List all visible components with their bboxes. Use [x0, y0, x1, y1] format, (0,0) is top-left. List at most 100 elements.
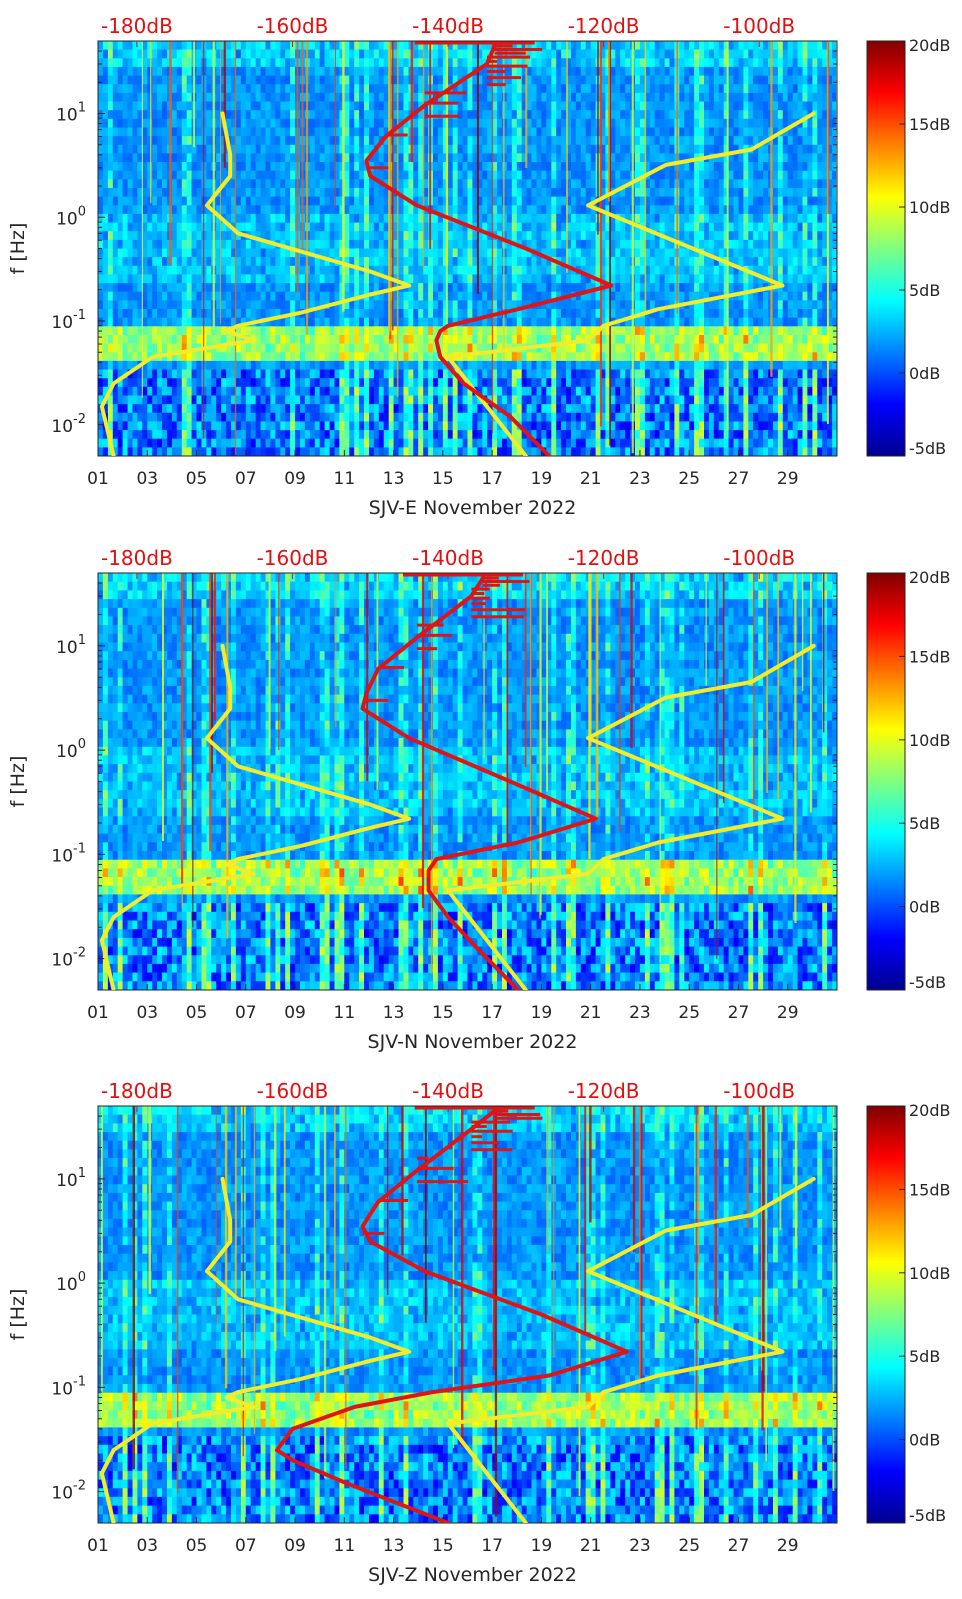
x-axis-title: SJV-N November 2022 [368, 1031, 578, 1053]
low-noise-model-line [99, 1176, 412, 1523]
top-db-tick-label: -120dB [568, 1079, 640, 1103]
y-axis-title: f [Hz] [7, 756, 29, 808]
x-tick-label: 17 [481, 1003, 503, 1023]
x-tick-label: 23 [629, 469, 651, 489]
top-db-tick-label: -140dB [412, 1079, 484, 1103]
x-tick-label: 17 [481, 469, 503, 489]
spectrogram-panel: 01 03 05 07 09 11 13 15 17 19 21 23 25 27 29 10-2 10-1 10… [7, 14, 951, 519]
colorbar-tick-label: 5dB [909, 1347, 940, 1366]
x-tick-label: 09 [284, 469, 306, 489]
x-tick-label: 27 [728, 1003, 750, 1023]
colorbar: 20dB 15dB 10dB 5dB 0dB -5dB [866, 568, 951, 992]
y-tick-label: 10-1 [51, 308, 86, 333]
psd-reference-line [364, 43, 614, 456]
top-db-tick-label: -120dB [568, 14, 640, 38]
y-tick-label: 10-1 [51, 841, 86, 866]
x-axis-title: SJV-Z November 2022 [368, 1564, 577, 1586]
psd-reference-spikes [366, 44, 543, 170]
spectrogram-image [98, 41, 837, 456]
low-noise-model-line [99, 111, 412, 456]
x-tick-label: 21 [580, 469, 602, 489]
colorbar-tick-label: 5dB [909, 281, 940, 300]
curve-layer [99, 1106, 816, 1523]
y-tick-label: 101 [56, 101, 86, 126]
x-tick-label: 25 [678, 1003, 700, 1023]
x-tick-label: 29 [777, 1536, 799, 1556]
colorbar-tick-label: 20dB [909, 1101, 951, 1120]
top-db-tick-label: -120dB [568, 546, 640, 570]
x-tick-label: 19 [531, 469, 553, 489]
high-noise-model-line [446, 1176, 816, 1523]
top-db-tick-label: -160dB [257, 14, 329, 38]
y-axis-title: f [Hz] [7, 223, 29, 275]
x-tick-label: 07 [235, 1536, 257, 1556]
colorbar-tick-label: -5dB [909, 1506, 946, 1525]
x-tick-label: 21 [580, 1003, 602, 1023]
colorbar-tick-label: 10dB [909, 731, 951, 750]
curve-layer [99, 573, 816, 990]
x-tick-label: 23 [629, 1536, 651, 1556]
psd-reference-line [274, 1108, 629, 1523]
top-db-tick-label: -180dB [101, 14, 173, 38]
x-tick-label: 05 [186, 469, 208, 489]
y-tick-label: 10-2 [51, 412, 86, 437]
y-tick-label: 10-2 [51, 1479, 86, 1504]
x-tick-label: 01 [87, 469, 109, 489]
x-tick-label: 25 [678, 469, 700, 489]
x-tick-label: 11 [334, 469, 356, 489]
x-tick-label: 21 [580, 1536, 602, 1556]
colorbar: 20dB 15dB 10dB 5dB 0dB -5dB [866, 36, 951, 458]
top-db-tick-label: -180dB [101, 1079, 173, 1103]
spectrogram-panel: 01 03 05 07 09 11 13 15 17 19 21 23 25 27 29 10-2 10-1 10… [7, 1079, 951, 1586]
high-noise-model-line [446, 111, 816, 456]
colorbar-tick-label: 0dB [909, 1431, 940, 1450]
colorbar-tick-label: 20dB [909, 36, 951, 55]
colorbar: 20dB 15dB 10dB 5dB 0dB -5dB [866, 1101, 951, 1525]
x-tick-label: 05 [186, 1003, 208, 1023]
y-tick-label: 100 [56, 1270, 86, 1295]
x-tick-label: 09 [284, 1003, 306, 1023]
x-tick-label: 23 [629, 1003, 651, 1023]
x-tick-label: 03 [136, 1003, 158, 1023]
x-tick-label: 15 [432, 469, 454, 489]
x-tick-label: 25 [678, 1536, 700, 1556]
y-tick-label: 101 [56, 633, 86, 658]
x-tick-label: 17 [481, 1536, 503, 1556]
x-tick-label: 19 [531, 1003, 553, 1023]
colorbar-tick-label: 5dB [909, 814, 940, 833]
top-db-tick-label: -140dB [412, 14, 484, 38]
colorbar-tick-label: 10dB [909, 1264, 951, 1283]
x-axis-title: SJV-E November 2022 [369, 497, 577, 519]
spectrogram-panel: 01 03 05 07 09 11 13 15 17 19 21 23 25 27 29 10-2 10-1 10… [7, 546, 951, 1053]
y-tick-label: 10-1 [51, 1374, 86, 1399]
x-tick-label: 19 [531, 1536, 553, 1556]
top-db-tick-label: -100dB [723, 1079, 795, 1103]
x-tick-label: 29 [777, 469, 799, 489]
colorbar-gradient [866, 40, 906, 457]
colorbar-tick-label: 0dB [909, 364, 940, 383]
x-tick-label: 01 [87, 1536, 109, 1556]
spectrogram-image [98, 573, 837, 990]
x-tick-label: 11 [334, 1536, 356, 1556]
x-tick-label: 15 [432, 1003, 454, 1023]
low-noise-model-line [99, 643, 412, 990]
colorbar-tick-label: 10dB [909, 198, 951, 217]
x-tick-label: 11 [334, 1003, 356, 1023]
colorbar-tick-label: 15dB [909, 115, 951, 134]
x-tick-label: 15 [432, 1536, 454, 1556]
top-db-tick-label: -160dB [257, 1079, 329, 1103]
colorbar-tick-label: 20dB [909, 568, 951, 587]
x-tick-label: 01 [87, 1003, 109, 1023]
x-tick-label: 03 [136, 469, 158, 489]
x-tick-label: 13 [383, 1003, 405, 1023]
x-tick-label: 07 [235, 469, 257, 489]
top-db-tick-label: -100dB [723, 14, 795, 38]
colorbar-gradient [866, 1105, 906, 1524]
x-tick-label: 27 [728, 469, 750, 489]
colorbar-tick-label: -5dB [909, 973, 946, 992]
psd-reference-spikes [366, 576, 530, 702]
high-noise-model-line [446, 643, 816, 990]
y-axis-title: f [Hz] [7, 1289, 29, 1341]
y-tick-label: 100 [56, 204, 86, 229]
